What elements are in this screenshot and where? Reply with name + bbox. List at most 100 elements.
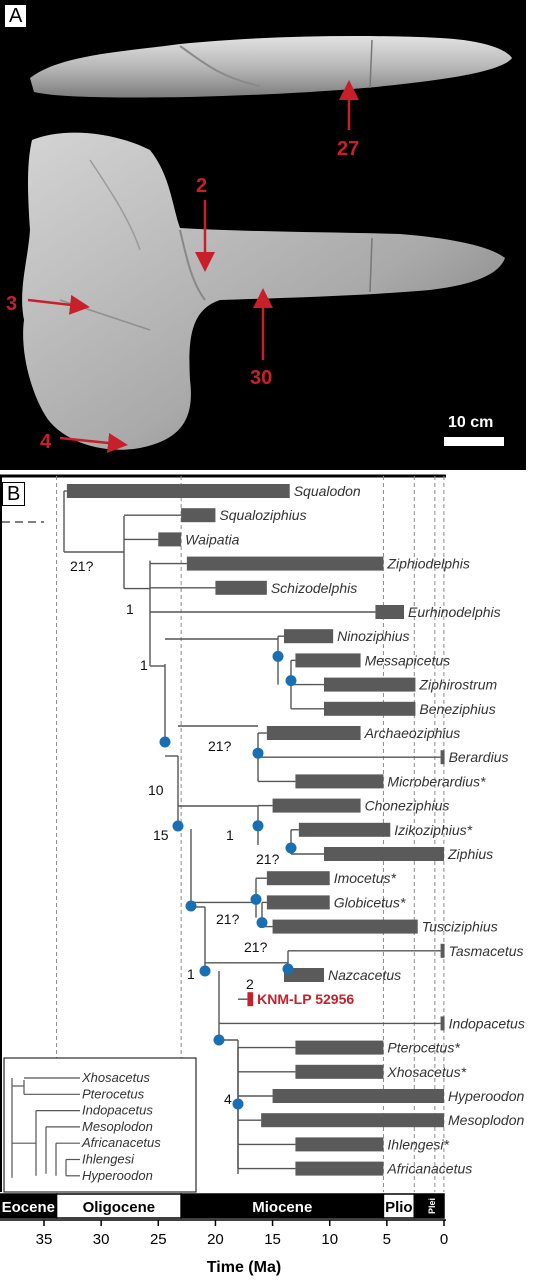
node-support-label: 21? xyxy=(216,911,240,927)
x-tick-label: 25 xyxy=(150,1231,167,1248)
range-bar-tasmacetus xyxy=(440,943,445,958)
taxon-label: Ziphiodelphis xyxy=(386,556,470,572)
taxon-label: Ziphirostrum xyxy=(418,677,497,693)
clade-node xyxy=(172,820,184,832)
range-bar-izikoziphius- xyxy=(298,822,391,837)
range-bar-berardius xyxy=(440,750,445,765)
clade-node xyxy=(256,917,268,929)
node-support-label: 1 xyxy=(126,601,134,617)
taxon-label: Eurhinodelphis xyxy=(408,604,501,620)
range-bar-beneziphius xyxy=(324,701,416,716)
clade-node xyxy=(252,820,264,832)
epoch-label: Eocene xyxy=(2,1199,55,1216)
taxon-label: Hyperoodon xyxy=(448,1088,524,1104)
taxon-label: Indopacetus xyxy=(449,1015,525,1031)
epoch-label: Plio xyxy=(385,1199,413,1216)
node-support-label: 1 xyxy=(140,657,148,673)
skull-dorsal-view xyxy=(22,132,506,450)
taxon-label: Ziphius xyxy=(447,846,493,862)
range-bar-africanacetus xyxy=(295,1161,384,1176)
range-bar-schizodelphis xyxy=(215,580,267,595)
clade-node xyxy=(185,900,197,912)
x-tick-label: 30 xyxy=(93,1231,110,1248)
range-bar-messapicetus xyxy=(295,653,361,668)
range-bar-ihlengesi- xyxy=(295,1137,384,1152)
taxon-label: Archaeoziphius xyxy=(364,725,461,741)
range-bar-ziphius xyxy=(324,847,444,861)
skull-lateral-view xyxy=(30,36,512,98)
taxon-label: Messapicetus xyxy=(365,652,451,668)
inset-taxon-label: Hyperoodon xyxy=(82,1168,153,1183)
node-support-label: 10 xyxy=(148,782,164,798)
inset-taxon-label: Pterocetus xyxy=(82,1086,145,1101)
range-bar-tusciziphius xyxy=(272,919,418,934)
range-bar-hyperoodon xyxy=(272,1089,444,1103)
taxon-label: Xhosacetus* xyxy=(386,1064,466,1080)
taxon-label: Ihlengesi* xyxy=(387,1136,449,1152)
range-bar-ziphiodelphis xyxy=(186,556,384,571)
annotation-30: 30 xyxy=(250,367,272,389)
clade-node xyxy=(159,736,171,748)
annotation-3: 3 xyxy=(6,293,17,315)
taxon-label: Squaloziphius xyxy=(219,507,306,523)
node-support-label: 1 xyxy=(226,827,234,843)
clade-node xyxy=(252,747,264,759)
range-bar-xhosacetus- xyxy=(295,1064,384,1079)
node-support-label: 21? xyxy=(256,851,280,867)
taxon-label: Imocetus* xyxy=(334,870,397,886)
inset-taxon-label: Ihlengesi xyxy=(82,1152,135,1167)
range-bar-choneziphius xyxy=(272,798,361,813)
clade-node xyxy=(285,675,297,687)
clade-node xyxy=(282,963,294,975)
x-axis-title: Time (Ma) xyxy=(207,1259,281,1276)
taxon-label: KNM-LP 52956 xyxy=(257,991,354,1007)
taxon-label: Pterocetus* xyxy=(387,1040,460,1056)
taxon-label: Tasmacetus xyxy=(449,943,524,959)
panel-b-label: B xyxy=(2,482,26,506)
node-support-label: 2 xyxy=(246,976,254,992)
node-support-label: 1 xyxy=(187,966,195,982)
range-bar-squalodon xyxy=(66,484,290,498)
taxon-label: Schizodelphis xyxy=(271,580,357,596)
range-bar-globicetus- xyxy=(266,895,330,910)
taxon-label: Beneziphius xyxy=(419,701,495,717)
panel-a-photo: A xyxy=(0,0,526,470)
inset-taxon-label: Mesoplodon xyxy=(82,1119,153,1134)
x-tick-label: 10 xyxy=(321,1231,338,1248)
inset-taxon-label: Africanacetus xyxy=(81,1135,161,1150)
taxon-label: Izikoziphius* xyxy=(394,822,472,838)
range-bar-archaeoziphius xyxy=(266,726,361,740)
clade-node xyxy=(232,1098,244,1110)
taxon-label: Africanacetus xyxy=(386,1161,472,1177)
clade-node xyxy=(199,965,211,977)
node-support-label: 15 xyxy=(153,827,169,843)
range-bar-microberardius- xyxy=(295,774,384,789)
annotation-4: 4 xyxy=(40,431,52,453)
range-bar-ziphirostrum xyxy=(324,677,416,692)
epoch-cell xyxy=(55,1193,182,1219)
range-bar-eurhinodelphis xyxy=(375,605,404,619)
range-bar-ninoziphius xyxy=(284,629,334,644)
annotation-27: 27 xyxy=(337,138,359,160)
x-tick-label: 20 xyxy=(207,1231,224,1248)
range-bar-mesoplodon xyxy=(261,1113,444,1128)
epoch-cell xyxy=(0,1193,58,1219)
x-tick-label: 5 xyxy=(383,1231,391,1248)
node-support-label: 21? xyxy=(244,939,268,955)
clade-node xyxy=(213,1034,225,1046)
x-tick-label: 35 xyxy=(36,1231,53,1248)
scale-bar-label: 10 cm xyxy=(448,414,493,431)
range-bar-nazcacetus xyxy=(284,968,324,982)
epoch-label: Plei xyxy=(427,1198,437,1214)
epoch-cell xyxy=(382,1193,416,1219)
taxon-label: Squalodon xyxy=(294,483,361,499)
annotation-2: 2 xyxy=(196,175,207,197)
panel-a-label: A xyxy=(4,4,28,28)
epoch-label: Miocene xyxy=(252,1199,312,1216)
inset-taxon-label: Xhosacetus xyxy=(81,1070,150,1085)
range-bar-knm-lp-52956 xyxy=(247,992,254,1007)
range-bar-squaloziphius xyxy=(181,508,216,523)
range-bar-waipatia xyxy=(158,532,182,547)
clade-node xyxy=(250,893,262,905)
taxon-label: Microberardius* xyxy=(387,773,486,789)
